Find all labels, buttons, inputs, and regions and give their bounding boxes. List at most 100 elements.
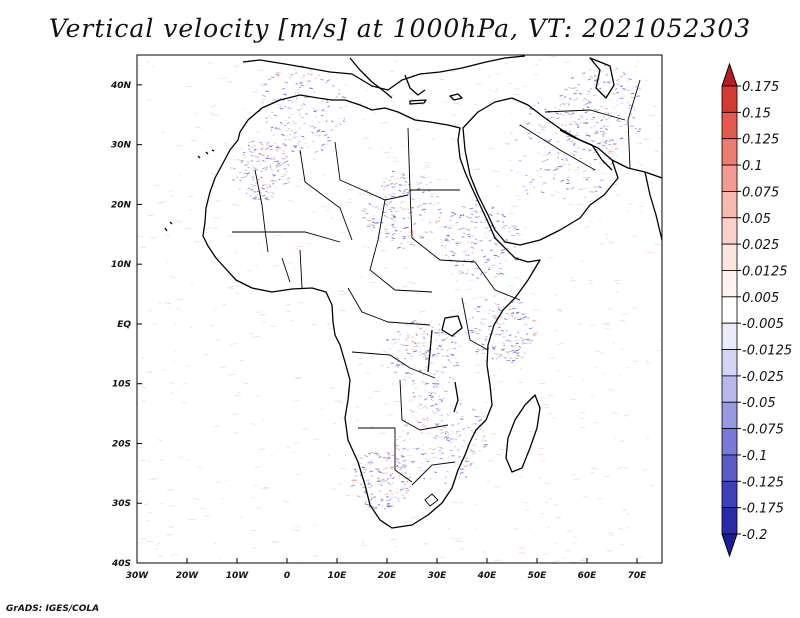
velocity-speckle bbox=[312, 158, 316, 161]
velocity-speckle bbox=[490, 225, 493, 228]
velocity-speckle bbox=[247, 187, 251, 190]
velocity-speckle bbox=[249, 194, 252, 197]
velocity-speckle bbox=[250, 159, 254, 162]
velocity-speckle bbox=[394, 546, 397, 548]
velocity-speckle bbox=[293, 267, 297, 270]
velocity-speckle bbox=[335, 96, 338, 99]
velocity-speckle bbox=[465, 216, 470, 219]
velocity-speckle bbox=[206, 226, 211, 229]
velocity-speckle bbox=[392, 101, 396, 103]
velocity-speckle bbox=[465, 332, 468, 334]
velocity-speckle bbox=[197, 466, 202, 469]
velocity-speckle bbox=[307, 73, 311, 75]
velocity-speckle bbox=[142, 400, 146, 402]
velocity-speckle bbox=[503, 62, 508, 65]
velocity-speckle bbox=[327, 136, 330, 139]
velocity-speckle bbox=[365, 372, 370, 375]
velocity-speckle bbox=[638, 555, 643, 558]
velocity-speckle bbox=[267, 141, 269, 144]
velocity-speckle bbox=[460, 418, 464, 421]
velocity-speckle bbox=[482, 430, 485, 432]
colorbar-segment bbox=[721, 191, 738, 219]
velocity-speckle bbox=[451, 114, 456, 116]
border-line bbox=[519, 124, 596, 171]
colorbar-segment bbox=[721, 454, 738, 482]
velocity-speckle bbox=[286, 177, 291, 180]
velocity-speckle bbox=[369, 425, 375, 428]
velocity-speckle bbox=[494, 333, 499, 336]
velocity-speckle bbox=[474, 422, 477, 425]
velocity-speckle bbox=[340, 467, 347, 470]
velocity-speckle bbox=[468, 216, 473, 219]
velocity-speckle bbox=[494, 353, 498, 355]
velocity-speckle bbox=[557, 343, 565, 345]
velocity-speckle bbox=[390, 214, 394, 217]
velocity-speckle bbox=[366, 506, 370, 508]
velocity-speckle bbox=[174, 322, 177, 325]
velocity-speckle bbox=[533, 332, 538, 335]
velocity-speckle bbox=[401, 454, 404, 457]
velocity-speckle bbox=[236, 176, 239, 179]
velocity-speckle bbox=[627, 107, 631, 110]
velocity-speckle bbox=[623, 73, 627, 76]
velocity-speckle bbox=[483, 318, 487, 320]
velocity-speckle bbox=[487, 459, 494, 462]
velocity-speckle bbox=[232, 204, 240, 206]
velocity-speckle bbox=[570, 187, 575, 190]
velocity-speckle bbox=[489, 58, 495, 61]
velocity-speckle bbox=[245, 172, 250, 175]
velocity-speckle bbox=[390, 504, 394, 507]
velocity-speckle bbox=[617, 114, 620, 117]
velocity-speckle bbox=[277, 170, 279, 172]
velocity-speckle bbox=[442, 355, 444, 358]
velocity-speckle bbox=[479, 239, 483, 242]
velocity-speckle bbox=[523, 316, 527, 319]
velocity-speckle bbox=[394, 496, 397, 498]
velocity-speckle bbox=[424, 357, 428, 360]
velocity-speckle bbox=[459, 434, 462, 436]
velocity-speckle bbox=[419, 407, 425, 410]
velocity-speckle bbox=[556, 156, 560, 159]
velocity-speckle bbox=[446, 439, 451, 442]
velocity-speckle bbox=[246, 160, 250, 163]
velocity-speckle bbox=[495, 88, 499, 91]
velocity-speckle bbox=[573, 150, 578, 153]
velocity-speckle bbox=[615, 88, 618, 90]
velocity-speckle bbox=[478, 215, 480, 218]
velocity-speckle bbox=[557, 152, 561, 155]
colorbar-segment bbox=[721, 375, 738, 403]
velocity-speckle bbox=[494, 90, 498, 93]
velocity-speckle bbox=[488, 329, 490, 331]
velocity-speckle bbox=[420, 453, 425, 456]
velocity-speckle bbox=[327, 454, 332, 456]
velocity-speckle bbox=[445, 430, 449, 433]
velocity-speckle bbox=[309, 73, 313, 76]
velocity-speckle bbox=[569, 97, 572, 100]
velocity-speckle bbox=[422, 507, 430, 510]
velocity-speckle bbox=[288, 200, 295, 202]
velocity-speckle bbox=[517, 331, 520, 334]
velocity-speckle bbox=[396, 464, 399, 467]
border-line bbox=[232, 231, 341, 243]
velocity-speckle bbox=[496, 322, 499, 324]
velocity-speckle bbox=[654, 205, 658, 208]
velocity-speckle bbox=[559, 104, 562, 107]
velocity-speckle bbox=[622, 509, 628, 512]
velocity-speckle bbox=[265, 121, 269, 124]
velocity-speckle bbox=[384, 472, 388, 475]
velocity-speckle bbox=[609, 139, 612, 141]
velocity-speckle bbox=[331, 120, 334, 123]
colorbar-label: 0.15 bbox=[742, 106, 771, 121]
velocity-speckle bbox=[267, 155, 270, 158]
velocity-speckle bbox=[377, 503, 381, 506]
velocity-speckle bbox=[509, 159, 512, 162]
velocity-speckle bbox=[383, 227, 386, 230]
border-line bbox=[281, 249, 303, 289]
velocity-speckle bbox=[305, 84, 310, 86]
velocity-speckle bbox=[222, 304, 226, 306]
colorbar-label: -0.125 bbox=[742, 475, 784, 490]
velocity-speckle bbox=[414, 222, 417, 224]
velocity-speckle bbox=[152, 323, 157, 325]
velocity-speckle bbox=[499, 262, 502, 265]
velocity-speckle bbox=[230, 343, 237, 345]
